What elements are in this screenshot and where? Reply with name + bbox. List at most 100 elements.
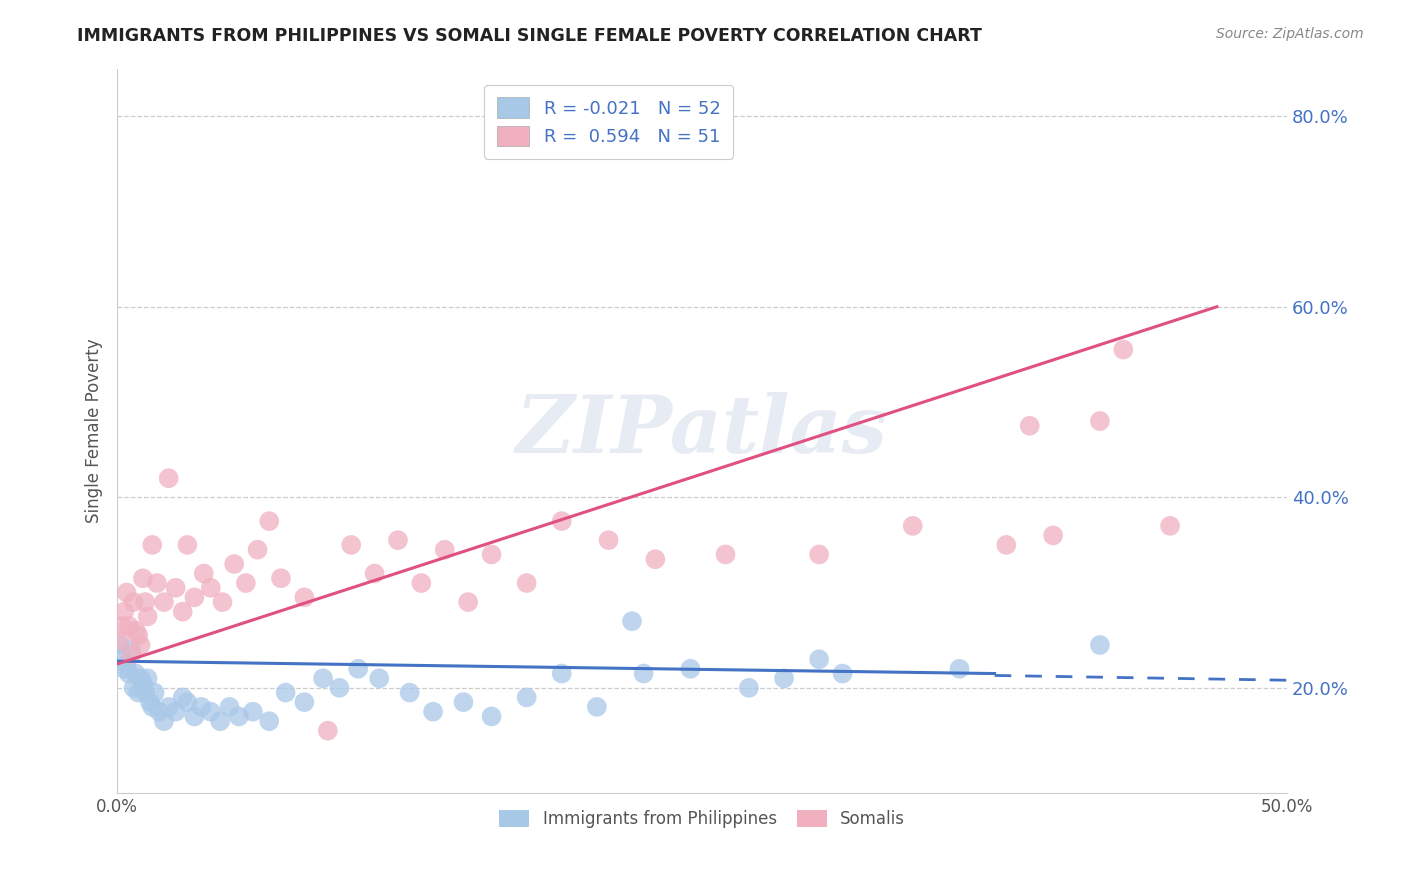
Point: [292, 591, 315, 605]
Point: [172, 605, 194, 619]
Point: [808, 652, 831, 666]
Point: [115, 585, 138, 599]
Point: [129, 671, 152, 685]
Point: [1159, 519, 1181, 533]
Point: [259, 514, 281, 528]
Point: [200, 581, 222, 595]
Point: [165, 705, 187, 719]
Text: Source: ZipAtlas.com: Source: ZipAtlas.com: [1216, 27, 1364, 41]
Point: [146, 576, 169, 591]
Text: ZIPatlas: ZIPatlas: [516, 392, 889, 469]
Point: [340, 538, 363, 552]
Point: [108, 638, 131, 652]
Point: [111, 648, 134, 662]
Point: [112, 662, 135, 676]
Point: [200, 705, 222, 719]
Point: [125, 666, 148, 681]
Point: [901, 519, 924, 533]
Point: [808, 548, 831, 562]
Point: [457, 595, 479, 609]
Point: [644, 552, 666, 566]
Point: [274, 685, 297, 699]
Point: [312, 671, 335, 685]
Point: [1112, 343, 1135, 357]
Point: [211, 595, 233, 609]
Point: [153, 595, 176, 609]
Point: [136, 609, 159, 624]
Legend: Immigrants from Philippines, Somalis: Immigrants from Philippines, Somalis: [492, 804, 911, 835]
Point: [551, 514, 574, 528]
Point: [224, 557, 246, 571]
Point: [153, 714, 176, 729]
Y-axis label: Single Female Poverty: Single Female Poverty: [86, 338, 103, 523]
Point: [481, 709, 503, 723]
Point: [122, 681, 145, 695]
Point: [585, 699, 607, 714]
Point: [136, 671, 159, 685]
Point: [714, 548, 737, 562]
Point: [183, 709, 205, 723]
Point: [831, 666, 853, 681]
Point: [292, 695, 315, 709]
Point: [679, 662, 702, 676]
Point: [141, 699, 163, 714]
Point: [112, 605, 135, 619]
Point: [242, 705, 264, 719]
Point: [176, 695, 198, 709]
Point: [132, 676, 155, 690]
Point: [122, 595, 145, 609]
Point: [598, 533, 620, 548]
Point: [995, 538, 1018, 552]
Point: [316, 723, 339, 738]
Point: [411, 576, 433, 591]
Point: [246, 542, 269, 557]
Point: [218, 699, 240, 714]
Point: [157, 471, 180, 485]
Text: IMMIGRANTS FROM PHILIPPINES VS SOMALI SINGLE FEMALE POVERTY CORRELATION CHART: IMMIGRANTS FROM PHILIPPINES VS SOMALI SI…: [77, 27, 983, 45]
Point: [139, 695, 162, 709]
Point: [433, 542, 456, 557]
Point: [183, 591, 205, 605]
Point: [209, 714, 232, 729]
Point: [157, 699, 180, 714]
Point: [143, 685, 166, 699]
Point: [115, 657, 138, 671]
Point: [328, 681, 350, 695]
Point: [1088, 414, 1111, 428]
Point: [633, 666, 655, 681]
Point: [387, 533, 409, 548]
Point: [108, 633, 131, 648]
Point: [235, 576, 257, 591]
Point: [148, 705, 170, 719]
Point: [1018, 418, 1040, 433]
Point: [134, 595, 156, 609]
Point: [125, 624, 148, 638]
Point: [422, 705, 444, 719]
Point: [368, 671, 391, 685]
Point: [111, 619, 134, 633]
Point: [172, 690, 194, 705]
Point: [165, 581, 187, 595]
Point: [141, 538, 163, 552]
Point: [453, 695, 475, 709]
Point: [551, 666, 574, 681]
Point: [270, 571, 292, 585]
Point: [129, 638, 152, 652]
Point: [134, 685, 156, 699]
Point: [120, 648, 142, 662]
Point: [516, 576, 538, 591]
Point: [127, 628, 149, 642]
Point: [193, 566, 215, 581]
Point: [347, 662, 370, 676]
Point: [176, 538, 198, 552]
Point: [127, 685, 149, 699]
Point: [481, 548, 503, 562]
Point: [1088, 638, 1111, 652]
Point: [118, 666, 141, 681]
Point: [259, 714, 281, 729]
Point: [1042, 528, 1064, 542]
Point: [118, 619, 141, 633]
Point: [773, 671, 796, 685]
Point: [516, 690, 538, 705]
Point: [132, 571, 155, 585]
